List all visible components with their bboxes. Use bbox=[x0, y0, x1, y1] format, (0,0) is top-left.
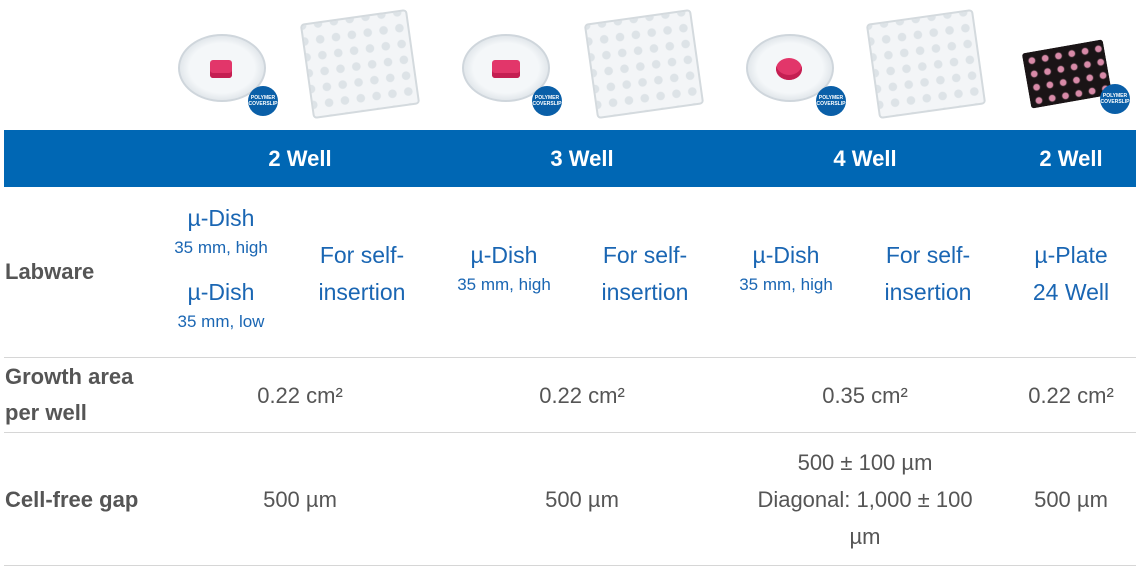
polymer-coverslip-badge: POLYMER COVERSLIP bbox=[1100, 84, 1130, 114]
labware-sub: 35 mm, high bbox=[739, 275, 833, 294]
labware-sub: 35 mm, high bbox=[457, 275, 551, 294]
labware-line: For self- bbox=[319, 242, 405, 268]
header-3-well: 3 Well bbox=[550, 146, 614, 171]
polymer-coverslip-badge: POLYMER COVERSLIP bbox=[816, 86, 846, 116]
labware-line: For self- bbox=[602, 242, 688, 268]
labware-line: insertion bbox=[318, 279, 406, 305]
polymer-coverslip-badge: POLYMER COVERSLIP bbox=[532, 86, 562, 116]
gap-value: 500 µm bbox=[545, 487, 619, 512]
labware-title: µ-Dish bbox=[470, 242, 538, 268]
labware-title: µ-Dish bbox=[187, 205, 255, 231]
product-image-mu-dish-4-well: POLYMER COVERSLIP bbox=[746, 34, 846, 116]
labware-line: insertion bbox=[884, 279, 972, 305]
growth-area-value: 0.35 cm² bbox=[822, 383, 908, 408]
row-label-labware: Labware bbox=[5, 259, 95, 284]
product-image-mu-dish-3-well: POLYMER COVERSLIP bbox=[462, 34, 562, 116]
labware-link[interactable]: For self-insertion bbox=[319, 237, 406, 311]
labware-link[interactable]: µ-Dish 35 mm, low bbox=[178, 274, 265, 333]
gap-value: 500 ± 100 µm Diagonal: 1,000 ± 100 µm bbox=[757, 450, 973, 549]
row-divider bbox=[4, 357, 1136, 358]
labware-sub: 35 mm, high bbox=[174, 238, 268, 257]
labware-line: 24 Well bbox=[1032, 279, 1110, 305]
header-2-well-plate: 2 Well bbox=[1039, 146, 1103, 171]
product-image-self-insertion-3-well bbox=[583, 8, 705, 120]
header-2-well: 2 Well bbox=[268, 146, 332, 171]
labware-link[interactable]: µ-Dish 35 mm, high bbox=[739, 237, 833, 296]
labware-sub: 35 mm, low bbox=[177, 312, 265, 331]
labware-title: µ-Dish bbox=[187, 279, 255, 305]
labware-line: For self- bbox=[885, 242, 971, 268]
product-image-mu-plate-24-well: POLYMER COVERSLIP bbox=[1021, 36, 1134, 116]
row-label-cell-free-gap: Cell-free gap bbox=[5, 487, 139, 512]
product-image-mu-dish-2-well: POLYMER COVERSLIP bbox=[178, 34, 278, 116]
row-divider bbox=[4, 565, 1136, 566]
gap-value: 500 µm bbox=[1034, 487, 1108, 512]
labware-line: µ-Plate bbox=[1034, 242, 1108, 268]
header-4-well: 4 Well bbox=[833, 146, 897, 171]
polymer-coverslip-badge: POLYMER COVERSLIP bbox=[248, 86, 278, 116]
row-label-growth-area: Growth area per well bbox=[5, 364, 134, 425]
labware-link[interactable]: µ-Dish 35 mm, high bbox=[457, 237, 551, 296]
row-divider bbox=[4, 432, 1136, 433]
growth-area-value: 0.22 cm² bbox=[539, 383, 625, 408]
labware-link[interactable]: For self-insertion bbox=[885, 237, 972, 311]
product-image-self-insertion-4-well bbox=[865, 8, 987, 120]
gap-value: 500 µm bbox=[263, 487, 337, 512]
labware-link[interactable]: For self-insertion bbox=[602, 237, 689, 311]
labware-link[interactable]: µ-Plate 24 Well bbox=[1033, 237, 1109, 311]
growth-area-value: 0.22 cm² bbox=[257, 383, 343, 408]
labware-title: µ-Dish bbox=[752, 242, 820, 268]
growth-area-value: 0.22 cm² bbox=[1028, 383, 1114, 408]
table-header bbox=[4, 130, 1136, 187]
labware-link[interactable]: µ-Dish 35 mm, high bbox=[174, 200, 268, 259]
product-image-self-insertion-2-well bbox=[299, 8, 421, 120]
labware-line: insertion bbox=[601, 279, 689, 305]
